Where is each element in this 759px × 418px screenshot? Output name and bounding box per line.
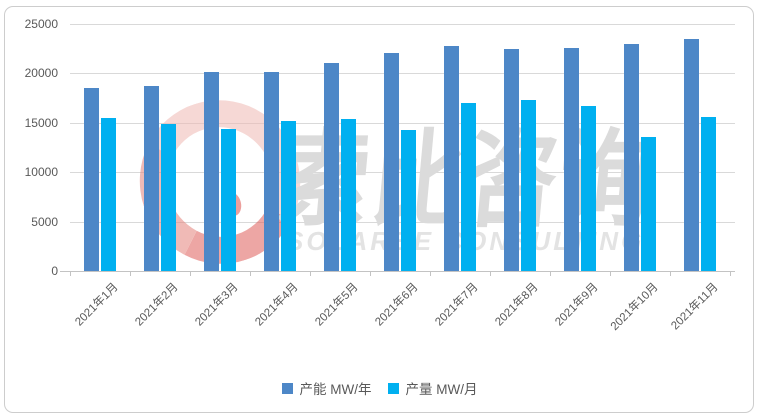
gridline (70, 73, 735, 75)
production-bar-2021年6月 (401, 129, 416, 271)
x-tick (130, 271, 131, 276)
production-bar-2021年9月 (581, 106, 596, 271)
production-bar-2021年2月 (161, 123, 176, 271)
production-bar-2021年5月 (341, 118, 356, 271)
production-bar-2021年4月 (281, 120, 296, 271)
x-axis-line (60, 271, 735, 272)
legend-label: 产能 MW/年 (299, 382, 372, 397)
production-bar-2021年3月 (221, 128, 236, 271)
capacity-bar-2021年11月 (684, 38, 699, 271)
y-tick-label: 0 (51, 264, 58, 278)
x-tick (430, 271, 431, 276)
y-tick-label: 25000 (24, 17, 58, 31)
capacity-bar-2021年8月 (504, 48, 519, 271)
gridline (70, 24, 735, 25)
capacity-bar-2021年2月 (144, 86, 159, 271)
gridline (70, 122, 735, 124)
production-bar-2021年8月 (521, 100, 536, 271)
x-tick (730, 271, 731, 276)
y-tick-label: 10000 (24, 165, 58, 180)
x-tick (310, 271, 311, 276)
production-bar-2021年1月 (101, 117, 116, 271)
x-tick (550, 271, 551, 276)
chart-frame (4, 6, 754, 413)
x-tick (190, 271, 191, 276)
production-bar-2021年11月 (701, 116, 716, 271)
legend-marker-icon (281, 382, 293, 394)
x-tick (70, 271, 71, 276)
production-bar-2021年10月 (641, 136, 656, 271)
capacity-bar-2021年9月 (564, 47, 579, 271)
x-tick (250, 271, 251, 276)
capacity-bar-2021年7月 (444, 45, 459, 271)
x-tick (610, 271, 611, 276)
capacity-bar-2021年10月 (624, 43, 639, 271)
legend-item-production: 产量 MW/月 (387, 378, 478, 398)
capacity-bar-2021年4月 (264, 72, 279, 271)
capacity-bar-2021年3月 (204, 72, 219, 271)
y-tick-label: 15000 (24, 115, 58, 130)
x-tick (370, 271, 371, 276)
legend-item-capacity: 产能 MW/年 (281, 378, 372, 398)
legend-marker-icon (387, 382, 399, 394)
x-tick (490, 271, 491, 276)
capacity-bar-2021年1月 (84, 88, 99, 271)
legend: 产能 MW/年 产量 MW/月 (0, 375, 759, 401)
legend-label: 产量 MW/月 (405, 382, 478, 397)
y-tick-label: 5000 (31, 214, 58, 229)
production-bar-2021年7月 (461, 103, 476, 271)
capacity-bar-2021年5月 (324, 62, 339, 271)
y-tick-label: 20000 (24, 66, 58, 81)
capacity-bar-2021年6月 (384, 52, 399, 271)
x-tick (670, 271, 671, 276)
